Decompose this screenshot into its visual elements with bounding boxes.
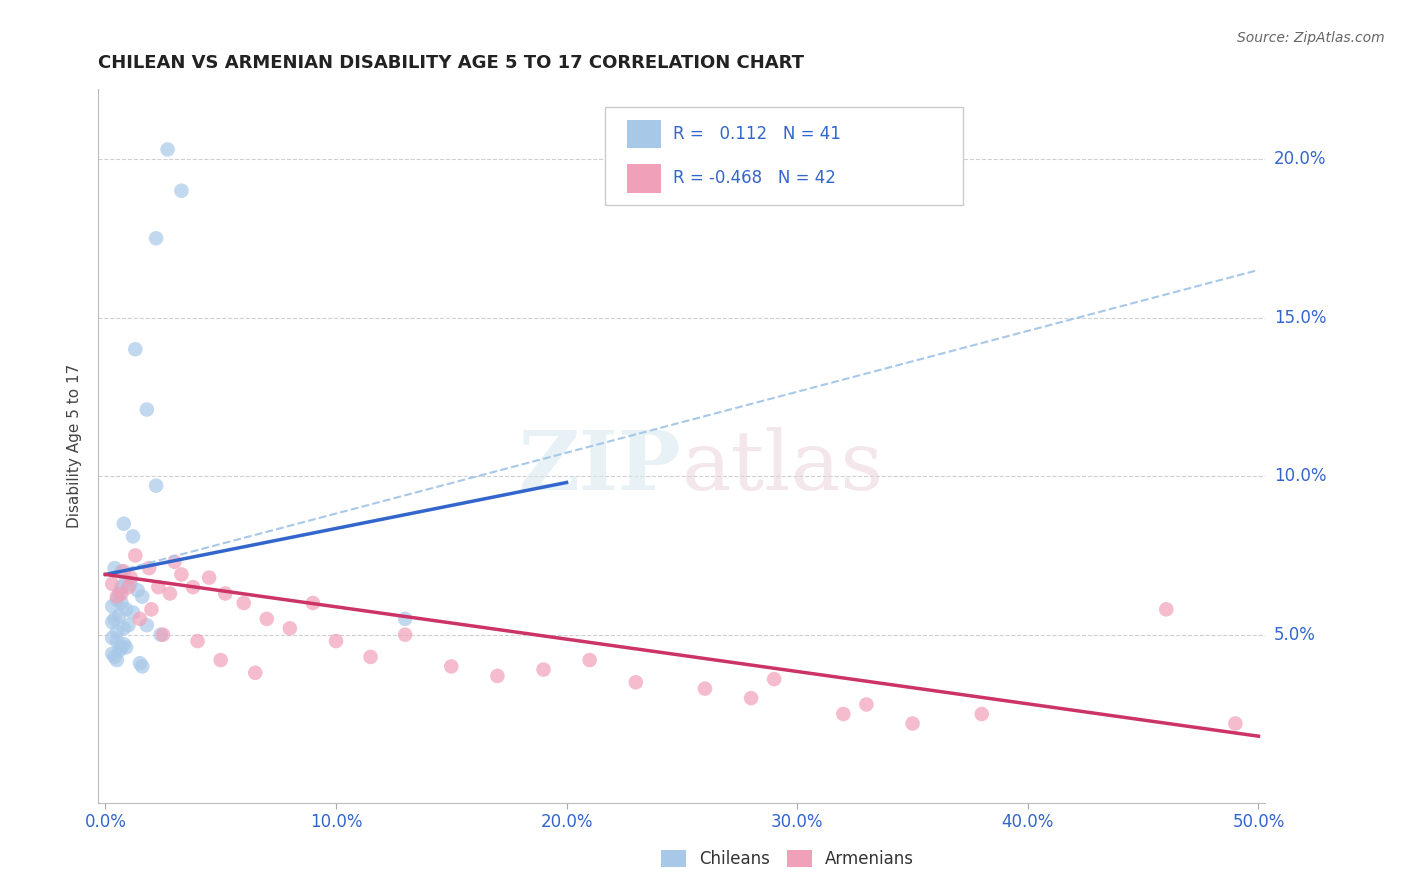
Point (131, 590, 153, 604)
Y-axis label: Disability Age 5 to 17: Disability Age 5 to 17 (67, 364, 83, 528)
Point (163, 555, 186, 569)
Text: Source: ZipAtlas.com: Source: ZipAtlas.com (1237, 31, 1385, 45)
Point (187, 634, 209, 648)
Point (624, 675, 647, 690)
Point (232, 596, 254, 610)
Point (117, 580, 139, 594)
Point (127, 583, 149, 598)
Point (103, 612, 125, 626)
Point (112, 637, 135, 651)
Point (256, 612, 278, 626)
Point (149, 628, 172, 642)
Point (108, 643, 131, 657)
Text: R = -0.468   N = 42: R = -0.468 N = 42 (673, 169, 837, 187)
Point (394, 612, 416, 626)
Point (901, 716, 924, 731)
Point (120, 577, 142, 591)
Point (101, 577, 124, 591)
Point (245, 665, 267, 680)
Point (135, 402, 157, 417)
Point (112, 564, 135, 578)
Point (198, 571, 221, 585)
Point (1154, 602, 1177, 616)
Point (129, 657, 152, 671)
Point (110, 564, 132, 578)
Point (112, 516, 135, 531)
Point (124, 343, 146, 357)
Text: 5.0%: 5.0% (1274, 625, 1316, 644)
Legend: Chileans, Armenians: Chileans, Armenians (654, 843, 921, 875)
Point (105, 624, 128, 639)
Point (112, 621, 135, 635)
Point (138, 561, 160, 575)
Text: CHILEAN VS ARMENIAN DISABILITY AGE 5 TO 17 CORRELATION CHART: CHILEAN VS ARMENIAN DISABILITY AGE 5 TO … (98, 54, 804, 72)
Point (135, 618, 157, 632)
Point (101, 599, 124, 614)
Point (141, 602, 163, 616)
Point (122, 529, 145, 543)
Point (101, 631, 124, 645)
Point (122, 606, 145, 620)
Point (101, 615, 124, 629)
Point (970, 706, 993, 721)
Point (156, 143, 179, 157)
Point (170, 184, 193, 198)
Point (145, 478, 167, 492)
Point (486, 669, 509, 683)
Point (278, 621, 301, 635)
Point (360, 649, 382, 664)
Point (763, 672, 786, 686)
Text: atlas: atlas (682, 427, 884, 508)
Point (832, 706, 855, 721)
Point (131, 659, 153, 673)
Point (693, 681, 716, 696)
Point (855, 698, 877, 712)
Point (152, 628, 174, 642)
Point (110, 580, 132, 594)
Point (578, 653, 600, 667)
Point (209, 653, 232, 667)
Text: 20.0%: 20.0% (1274, 150, 1326, 168)
Point (115, 602, 138, 616)
Point (170, 567, 193, 582)
Point (148, 580, 170, 594)
Point (105, 653, 128, 667)
Point (214, 586, 236, 600)
Point (302, 596, 325, 610)
Point (533, 663, 555, 677)
Point (159, 586, 181, 600)
Text: 15.0%: 15.0% (1274, 309, 1326, 326)
Point (108, 586, 131, 600)
Point (105, 634, 128, 648)
Point (110, 640, 132, 655)
Point (124, 549, 146, 563)
Point (110, 596, 132, 610)
Point (115, 640, 138, 655)
Point (105, 590, 128, 604)
Point (440, 659, 463, 673)
Point (115, 574, 138, 588)
Point (181, 580, 204, 594)
Point (1225, 716, 1247, 731)
Point (105, 592, 128, 607)
Point (129, 612, 152, 626)
Point (110, 586, 132, 600)
Point (117, 618, 139, 632)
Text: R =   0.112   N = 41: R = 0.112 N = 41 (673, 125, 841, 143)
Point (108, 608, 131, 623)
Point (740, 691, 762, 706)
Text: 10.0%: 10.0% (1274, 467, 1326, 485)
Point (103, 561, 125, 575)
Point (325, 634, 347, 648)
Point (120, 571, 142, 585)
Point (101, 647, 124, 661)
Point (394, 628, 416, 642)
Text: ZIP: ZIP (519, 427, 682, 508)
Point (145, 231, 167, 245)
Point (103, 649, 125, 664)
